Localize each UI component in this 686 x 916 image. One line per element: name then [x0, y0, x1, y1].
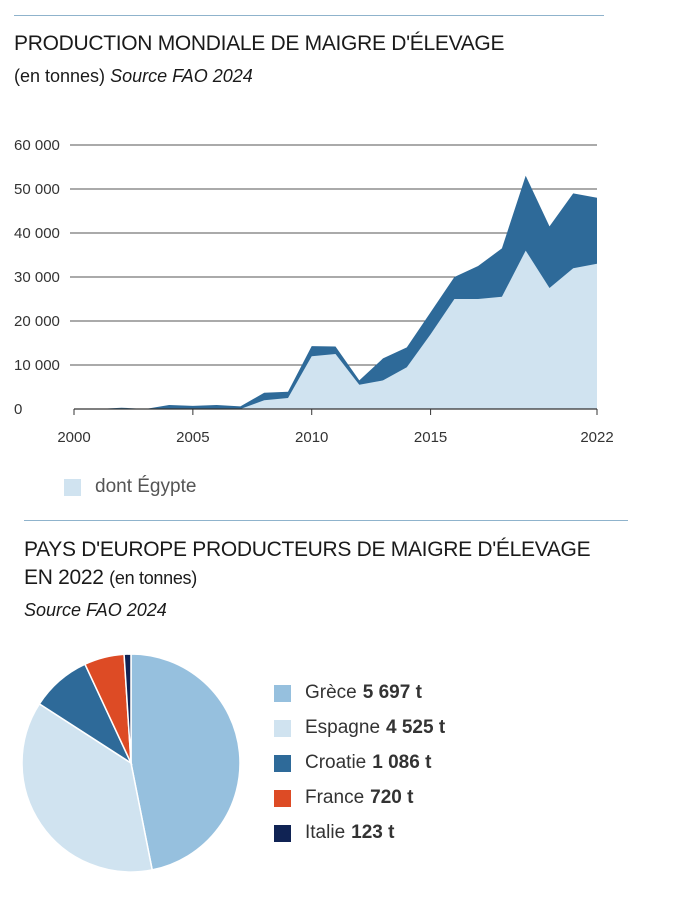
pie-chart — [21, 653, 241, 873]
y-tick-label: 50 000 — [14, 181, 60, 198]
legend-item-italie: Italie 123 t — [274, 822, 394, 844]
area-chart: 0 10 000 20 000 30 000 40 000 50 000 60 000 200… — [14, 137, 614, 446]
egypt-legend-label: dont Égypte — [95, 476, 197, 497]
legend-item-france: France 720 t — [274, 787, 413, 809]
y-tick-label: 40 000 — [14, 225, 60, 242]
legend-label-croatie: Croatie — [305, 752, 367, 773]
chart1-subtitle: (en tonnes) Source FAO 2024 — [14, 66, 253, 87]
pie-slice-grece — [130, 653, 241, 871]
pie-slice-espagne — [21, 702, 154, 873]
legend-swatch-france — [274, 789, 291, 807]
legend-label-italie: Italie — [305, 822, 346, 843]
top-divider — [14, 15, 604, 16]
pie-slice-italie — [123, 653, 132, 764]
legend-item-croatie: Croatie 1 086 t — [274, 752, 431, 774]
legend-swatch-grece — [274, 684, 291, 702]
chart2-title-line2-text: EN 2022 — [24, 566, 104, 589]
chart2-source-line: Source FAO 2024 — [24, 600, 167, 621]
legend-value-espagne: 4 525 t — [386, 717, 446, 738]
chart2-unit: (en tonnes) — [109, 568, 197, 588]
chart1-unit: (en tonnes) — [14, 66, 106, 86]
legend-value-italie: 123 t — [351, 822, 395, 843]
legend-value-france: 720 t — [370, 787, 414, 808]
egypt-legend-swatch — [64, 478, 81, 496]
legend-swatch-espagne — [274, 719, 291, 737]
egypt-production-area — [74, 250, 597, 409]
chart2-source: Source FAO 2024 — [24, 600, 167, 620]
chart2-title-line2: EN 2022 (en tonnes) — [24, 566, 197, 590]
chart1-source: Source FAO 2024 — [110, 66, 253, 86]
x-tick-label: 2000 — [57, 429, 90, 446]
legend-label-grece: Grèce — [305, 682, 357, 703]
chart2-title-line1: PAYS D'EUROPE PRODUCTEURS DE MAIGRE D'ÉL… — [24, 538, 591, 561]
legend-swatch-italie — [274, 824, 291, 842]
middle-divider — [24, 520, 628, 521]
legend-label-espagne: Espagne — [305, 717, 381, 738]
chart1-title: PRODUCTION MONDIALE DE MAIGRE D'ÉLEVAGE — [14, 32, 505, 55]
x-tick-label: 2015 — [414, 429, 447, 446]
legend-item-grece: Grèce 5 697 t — [274, 682, 422, 704]
legend-label-france: France — [305, 787, 365, 808]
y-tick-label: 20 000 — [14, 313, 60, 330]
y-tick-label: 60 000 — [14, 137, 60, 154]
y-tick-label: 0 — [14, 401, 22, 418]
area-legend: dont Égypte — [64, 476, 196, 498]
x-tick-label: 2022 — [580, 429, 613, 446]
x-tick-label: 2010 — [295, 429, 328, 446]
y-tick-label: 30 000 — [14, 269, 60, 286]
legend-swatch-croatie — [274, 754, 291, 772]
x-tick-label: 2005 — [176, 429, 209, 446]
legend-value-grece: 5 697 t — [362, 682, 422, 703]
y-tick-label: 10 000 — [14, 357, 60, 374]
legend-item-espagne: Espagne 4 525 t — [274, 717, 445, 739]
legend-value-croatie: 1 086 t — [372, 752, 432, 773]
